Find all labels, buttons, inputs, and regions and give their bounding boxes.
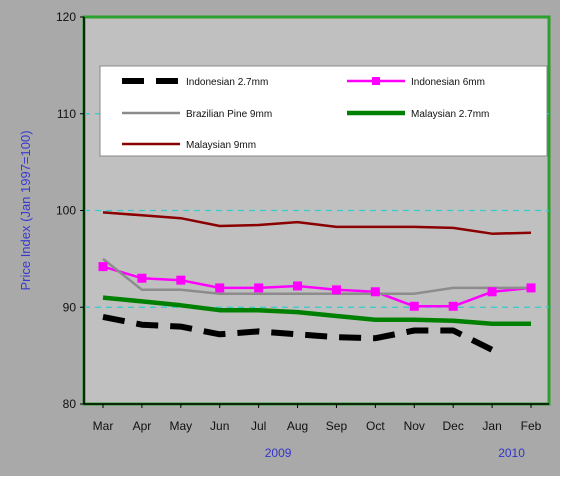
- data-point-indonesian-6mm: [254, 283, 264, 293]
- series-line-indonesian-6mm: [102, 265, 532, 308]
- data-point-indonesian-6mm: [370, 287, 380, 297]
- y-axis-label: Price Index (Jan 1997=100): [18, 130, 33, 290]
- y-tick-label: 100: [56, 204, 76, 218]
- y-tick-label: 120: [56, 10, 76, 24]
- series-line-malaysian-9mm: [102, 211, 532, 235]
- x-tick-label: Nov: [404, 419, 425, 433]
- data-point-indonesian-6mm: [293, 281, 303, 291]
- legend-label: Indonesian 2.7mm: [186, 77, 268, 88]
- x-tick-label: Aug: [287, 419, 308, 433]
- x-tick-label: Apr: [133, 419, 152, 433]
- data-point-indonesian-6mm: [331, 285, 341, 295]
- legend-label: Malaysian 9mm: [186, 140, 256, 151]
- y-tick-label: 80: [63, 397, 77, 411]
- x-tick-label: May: [169, 419, 192, 433]
- series-line-brazilian-pine-9mm: [102, 257, 531, 295]
- y-tick-label: 110: [57, 107, 76, 121]
- legend-label: Malaysian 2.7mm: [411, 109, 489, 120]
- data-point-indonesian-6mm: [487, 287, 497, 297]
- legend-label: Indonesian 6mm: [411, 77, 485, 88]
- x-tick-label: Jun: [210, 419, 229, 433]
- data-point-indonesian-6mm: [98, 262, 108, 272]
- x-tick-label: Oct: [366, 419, 385, 433]
- x-tick-label: Feb: [521, 419, 542, 433]
- series-lines: [102, 211, 532, 353]
- axes: 80 90 100 110 120 Mar Apr May Jun Jul Aug Sep Oct Nov…: [56, 10, 549, 460]
- data-point-indonesian-6mm: [215, 283, 225, 293]
- data-point-indonesian-6mm: [448, 301, 458, 311]
- x-tick-label: Mar: [93, 419, 114, 433]
- x-tick-label: Jul: [251, 419, 266, 433]
- series-line-malaysian-2-7mm: [102, 295, 531, 326]
- data-point-indonesian-6mm: [176, 275, 186, 285]
- year-label: 2009: [265, 446, 292, 460]
- legend-marker-indonesian-6mm: [372, 77, 380, 85]
- series-line-indonesian-2-7mm: [102, 313, 494, 353]
- x-tick-label: Sep: [326, 419, 348, 433]
- x-tick-label: Jan: [482, 419, 501, 433]
- data-point-indonesian-6mm: [409, 301, 419, 311]
- data-point-indonesian-6mm: [137, 273, 147, 283]
- data-point-indonesian-6mm: [526, 283, 536, 293]
- series-markers: [98, 262, 536, 311]
- x-tick-label: Dec: [443, 419, 464, 433]
- legend: Indonesian 2.7mm Indonesian 6mm Brazilian …: [99, 65, 548, 157]
- legend-label: Brazilian Pine 9mm: [186, 109, 272, 120]
- year-label: 2010: [498, 446, 525, 460]
- y-tick-label: 90: [63, 300, 77, 314]
